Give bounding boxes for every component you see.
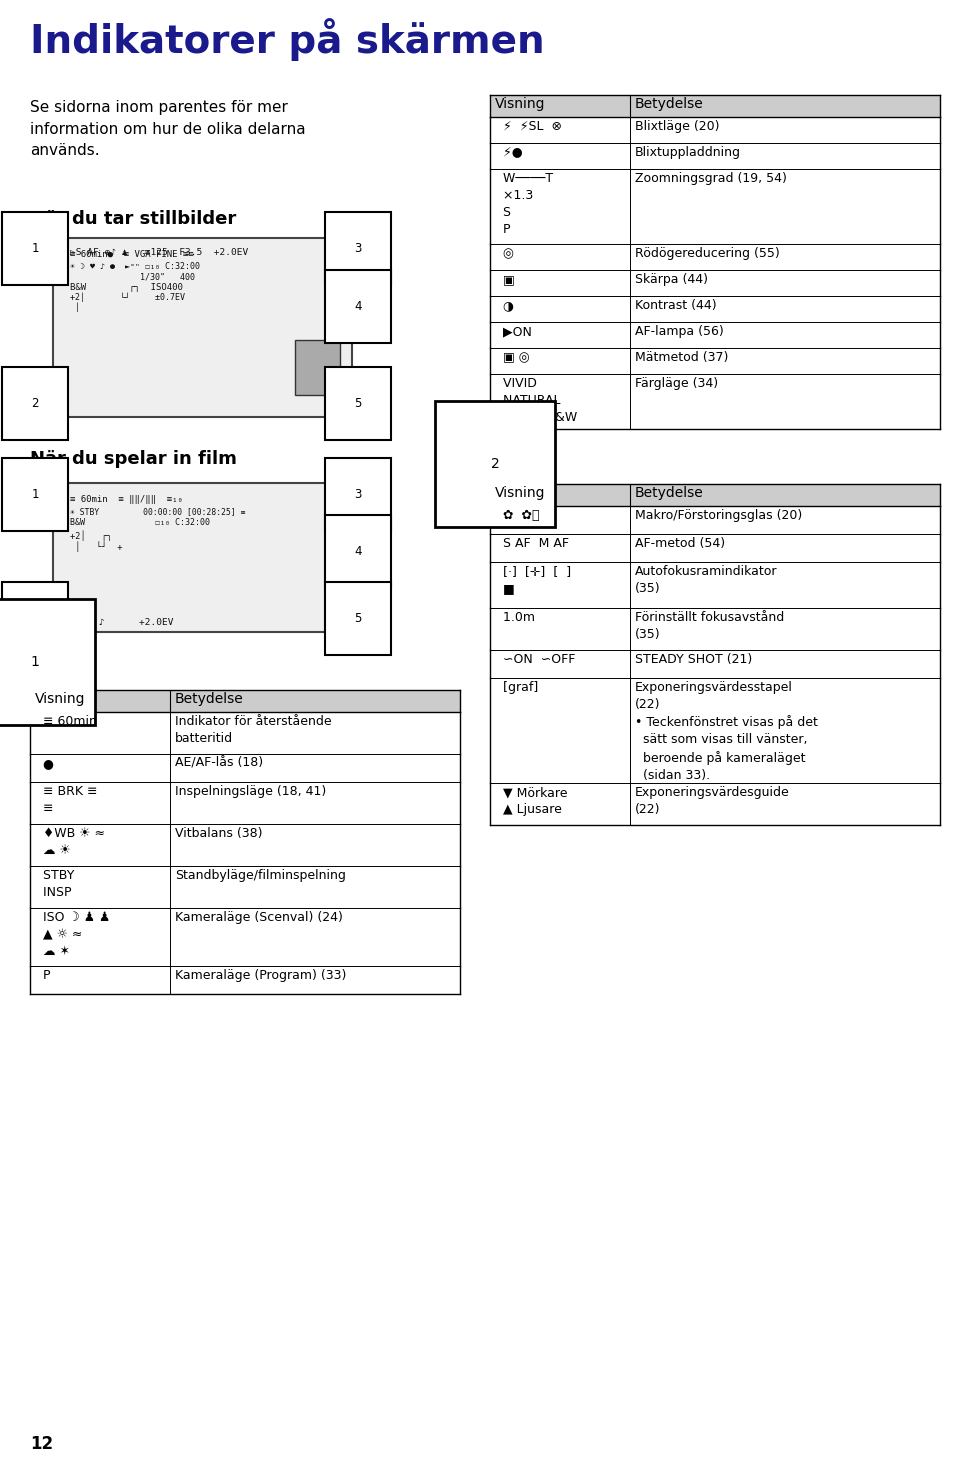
Text: Kameraläge (Scenval) (24): Kameraläge (Scenval) (24) [175,912,343,923]
Text: Se sidorna inom parentes för mer
information om hur de olika delarna
används.: Se sidorna inom parentes för mer informa… [30,100,305,158]
Text: Autofokusramindikator
(35): Autofokusramindikator (35) [635,565,778,594]
Text: ≡ 60min  ≡ ‖‖/‖‖  ≡₁₀: ≡ 60min ≡ ‖‖/‖‖ ≡₁₀ [70,496,182,504]
Bar [490,534,940,562]
Text: Indikator för återstående
batteritid: Indikator för återstående batteritid [175,715,331,745]
Text: ⚡●: ⚡● [495,146,522,159]
Bar [30,825,460,866]
Text: ▷  ≡ ♪      +2.0EV: ▷ ≡ ♪ +2.0EV [70,618,174,627]
Text: [·]  [✛]  [  ]
  ■: [·] [✛] [ ] ■ [495,565,571,594]
Text: Makro/Förstoringsglas (20): Makro/Förstoringsglas (20) [635,509,803,522]
Text: AF-lampa (56): AF-lampa (56) [635,324,724,338]
Bar [490,94,940,117]
Text: 5: 5 [354,397,362,410]
Text: ✿  ✿⌕: ✿ ✿⌕ [495,509,540,522]
Bar [490,650,940,678]
Text: +2│       └┘     ±0.7EV: +2│ └┘ ±0.7EV [70,294,185,302]
Text: 3: 3 [354,242,362,255]
Text: B&W        ┌┐  ISO400: B&W ┌┐ ISO400 [70,282,182,291]
Text: Visning: Visning [495,485,545,500]
Text: Betydelse: Betydelse [635,485,704,500]
Bar [490,143,940,170]
Text: Färgläge (34): Färgläge (34) [635,378,718,389]
Text: ▷S AF ⊕♪ ♟   ≡125  F3.5  +2.0EV: ▷S AF ⊕♪ ♟ ≡125 F3.5 +2.0EV [70,248,249,257]
Text: 5: 5 [354,612,362,625]
Text: ◎: ◎ [495,246,514,260]
Text: ▶ON: ▶ON [495,324,532,338]
Text: ◑: ◑ [495,299,514,313]
Text: Rödögereducering (55): Rödögereducering (55) [635,246,780,260]
Text: När du spelar in film: När du spelar in film [30,450,237,468]
Text: ▼ Mörkare
  ▲ Ljusare: ▼ Mörkare ▲ Ljusare [495,786,567,816]
Text: 12: 12 [30,1435,53,1453]
Text: ☀ ☽ ♥ ♪ ●  ►ᵒⁿ ☐₁₀ C:32:00: ☀ ☽ ♥ ♪ ● ►ᵒⁿ ☐₁₀ C:32:00 [70,263,200,271]
Text: Visning: Visning [35,692,85,707]
Bar [490,243,940,270]
Text: +2│   ┌┐: +2│ ┌┐ [70,530,112,541]
Bar [30,712,460,754]
Text: ISO ☽ ♟ ♟
  ▲ ☼ ≈
  ☁ ✶: ISO ☽ ♟ ♟ ▲ ☼ ≈ ☁ ✶ [35,912,110,957]
Bar [30,866,460,909]
Text: AF-metod (54): AF-metod (54) [635,537,725,550]
Bar [295,341,340,395]
Text: STEADY SHOT (21): STEADY SHOT (21) [635,653,753,667]
Text: Zoomningsgrad (19, 54): Zoomningsgrad (19, 54) [635,173,787,184]
Text: P: P [35,969,51,982]
Text: Inspelningsläge (18, 41): Inspelningsläge (18, 41) [175,785,326,798]
Bar [490,783,940,825]
Text: Blixtuppladdning: Blixtuppladdning [635,146,741,159]
Text: Blixtläge (20): Blixtläge (20) [635,119,719,133]
Text: AE/AF-lås (18): AE/AF-lås (18) [175,757,263,770]
Text: Mätmetod (37): Mätmetod (37) [635,351,729,364]
Text: 2: 2 [32,612,38,625]
Text: │   └┘  +: │ └┘ + [70,541,123,552]
Text: 1: 1 [32,242,38,255]
Text: 1: 1 [32,488,38,502]
Bar [30,909,460,966]
Bar [490,296,940,322]
Bar [30,782,460,825]
Text: 4: 4 [354,299,362,313]
Text: 2: 2 [491,457,499,471]
Bar [490,322,940,348]
Text: ∽ON  ∽OFF: ∽ON ∽OFF [495,653,575,667]
Text: 1: 1 [31,655,39,670]
Text: 4: 4 [354,544,362,558]
FancyBboxPatch shape [53,482,352,631]
Text: S AF  M AF: S AF M AF [495,537,569,550]
Text: Visning: Visning [495,97,545,111]
Text: Kontrast (44): Kontrast (44) [635,299,716,313]
Text: Standbyläge/filminspelning: Standbyläge/filminspelning [175,869,346,882]
Text: ●: ● [35,757,54,770]
Text: ≡ BRK ≡
  ≡: ≡ BRK ≡ ≡ [35,785,98,816]
Bar [490,562,940,608]
Text: Förinställt fokusavstånd
(35): Förinställt fokusavstånd (35) [635,611,784,642]
Text: │: │ [70,302,80,313]
Text: ≡ 60min●  ≡ VGA FINE ≡≡: ≡ 60min● ≡ VGA FINE ≡≡ [70,249,194,260]
Text: VIVID
  NATURAL
  SEPIA  B&W: VIVID NATURAL SEPIA B&W [495,378,577,423]
Bar [490,608,940,650]
Text: ▣ ◎: ▣ ◎ [495,351,530,364]
Bar [490,375,940,429]
Text: ⚡  ⚡SL  ⊗: ⚡ ⚡SL ⊗ [495,119,562,133]
Text: 2: 2 [32,397,38,410]
Text: [graf]: [graf] [495,681,539,695]
Text: B&W              ☐₁₀ C:32:00: B&W ☐₁₀ C:32:00 [70,518,210,527]
Text: Skärpa (44): Skärpa (44) [635,273,708,286]
Text: Betydelse: Betydelse [635,97,704,111]
Text: Betydelse: Betydelse [175,692,244,707]
Text: W────T
  ×1.3
  S
  P: W────T ×1.3 S P [495,173,553,236]
Bar [490,348,940,375]
Bar [30,690,460,712]
Bar [490,678,940,783]
Text: Exponeringsvärdesstapel
(22)
• Teckenfönstret visas på det
  sätt som visas till: Exponeringsvärdesstapel (22) • Teckenfön… [635,681,818,782]
Bar [30,754,460,782]
Text: Kameraläge (Program) (33): Kameraläge (Program) (33) [175,969,347,982]
Text: 3: 3 [354,488,362,502]
Bar [490,484,940,506]
Text: ≡ 60min: ≡ 60min [35,715,97,729]
Bar [490,117,940,143]
Text: ♦WB ☀ ≈
  ☁ ☀: ♦WB ☀ ≈ ☁ ☀ [35,827,105,857]
FancyBboxPatch shape [53,237,352,417]
Text: Vitbalans (38): Vitbalans (38) [175,827,262,839]
Text: 1.0m: 1.0m [495,611,535,624]
